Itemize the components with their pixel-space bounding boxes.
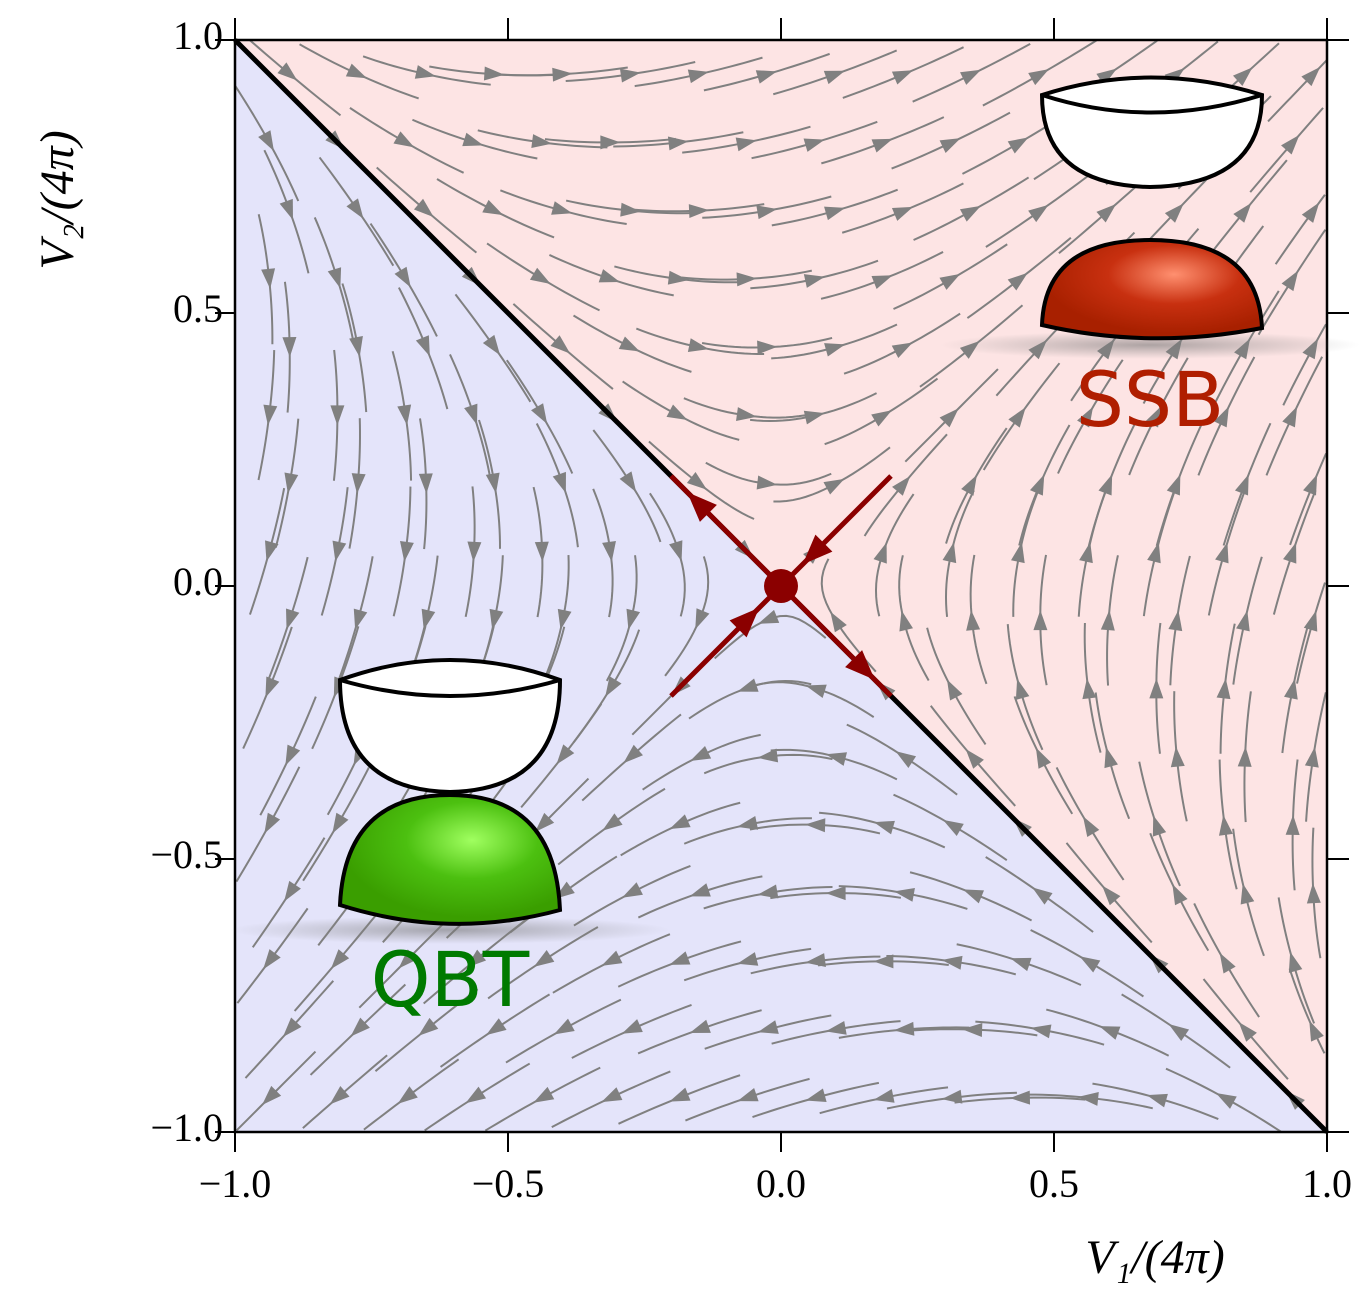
y-tick-label: −1.0 — [150, 1105, 223, 1150]
y-tick-label: −0.5 — [150, 832, 223, 877]
y-tick-label: 0.0 — [173, 559, 223, 604]
y-tick-label: 1.0 — [173, 13, 223, 58]
y-tick-label: 0.5 — [173, 286, 223, 331]
fixed-point — [764, 569, 798, 603]
page: −1.0 −0.5 0.0 0.5 1.0 −1.0 −0.5 0.0 0.5 1.0 QBT S… — [0, 0, 1367, 1290]
annotation: SSB — [1076, 355, 1225, 444]
x-tick-label: 0.5 — [1029, 1161, 1079, 1206]
x-tick-label: 0.0 — [756, 1161, 806, 1206]
x-tick-label: −1.0 — [199, 1161, 272, 1206]
x-tick-label: −0.5 — [472, 1161, 545, 1206]
annotation: QBT — [371, 935, 530, 1024]
y-axis-label: V₂/(4π) — [31, 130, 84, 269]
chart: −1.0 −0.5 0.0 0.5 1.0 −1.0 −0.5 0.0 0.5 1.0 QBT S… — [0, 0, 1367, 1290]
x-tick-label: 1.0 — [1302, 1161, 1352, 1206]
x-axis-label: V₁/(4π) — [1085, 1231, 1224, 1284]
